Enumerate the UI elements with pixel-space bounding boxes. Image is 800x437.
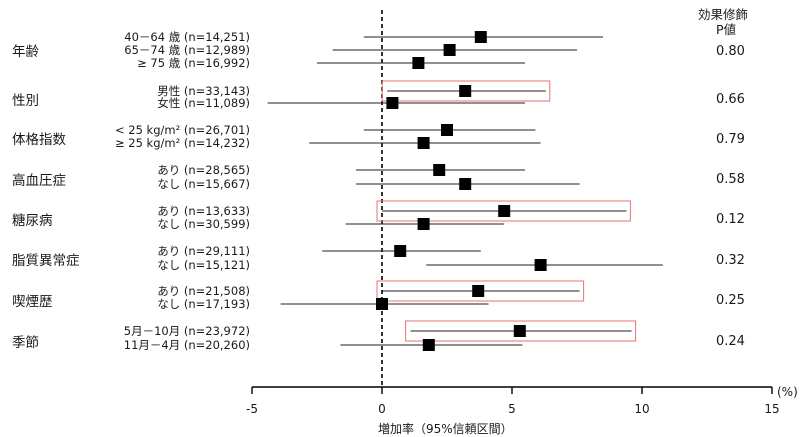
- highlight-box: [376, 200, 631, 222]
- point-estimate-marker: [417, 218, 430, 230]
- point-estimate-marker: [394, 245, 407, 257]
- p-value: 0.32: [716, 253, 745, 268]
- subgroup-label: なし (n=15,121): [157, 258, 250, 272]
- point-estimate-marker: [498, 205, 511, 217]
- p-value: 0.66: [716, 92, 745, 107]
- subgroup-label: < 25 kg/m² (n=26,701): [114, 123, 250, 137]
- point-estimate-marker: [386, 97, 399, 109]
- point-estimate-marker: [513, 325, 526, 337]
- subgroup-label: 5月－10月 (n=23,972): [123, 324, 250, 338]
- point-estimate-marker: [459, 85, 472, 97]
- point-estimate-marker: [412, 57, 425, 69]
- p-value: 0.58: [716, 172, 745, 187]
- group-label: 年齢: [12, 44, 39, 60]
- point-estimate-marker: [441, 124, 453, 136]
- x-tick-label: -5: [246, 402, 258, 416]
- point-estimate-marker: [459, 178, 472, 190]
- highlight-box: [405, 320, 637, 342]
- x-tick-label: 10: [634, 402, 650, 416]
- x-axis-label: 増加率（95%信頼区間）: [378, 422, 513, 436]
- subgroup-label: あり (n=13,633): [157, 204, 250, 218]
- group-label: 性別: [12, 93, 39, 109]
- subgroup-label: あり (n=21,508): [157, 284, 250, 298]
- group-label: 体格指数: [12, 132, 66, 148]
- subgroup-label: 40－64 歳 (n=14,251): [124, 30, 250, 44]
- x-axis-unit: (%): [777, 385, 798, 399]
- subgroup-label: あり (n=28,565): [157, 163, 250, 177]
- p-value: 0.79: [716, 132, 745, 147]
- subgroup-label: 65－74 歳 (n=12,989): [124, 43, 250, 57]
- subgroup-label: なし (n=15,667): [157, 177, 250, 191]
- x-tick-label: 15: [764, 402, 780, 416]
- point-estimate-marker: [417, 137, 430, 149]
- p-value: 0.25: [716, 293, 745, 308]
- point-estimate-marker: [376, 298, 388, 310]
- p-value: 0.12: [716, 212, 745, 227]
- highlight-box: [381, 80, 551, 102]
- point-estimate-marker: [433, 164, 446, 176]
- subgroup-label: なし (n=30,599): [157, 217, 250, 231]
- effect-modification-header: 効果修飾: [698, 7, 749, 22]
- p-value-header: P値: [716, 22, 737, 37]
- point-estimate-marker: [472, 285, 485, 297]
- group-label: 喫煙歴: [12, 294, 53, 310]
- subgroup-label: 女性 (n=11,089): [157, 96, 250, 110]
- subgroup-label: ≥ 25 kg/m² (n=14,232): [114, 136, 250, 150]
- group-label: 高血圧症: [12, 173, 66, 189]
- point-estimate-marker: [534, 259, 547, 271]
- point-estimate-marker: [474, 31, 487, 43]
- subgroup-label: 男性 (n=33,143): [157, 84, 250, 98]
- point-estimate-marker: [422, 339, 435, 351]
- group-label: 季節: [12, 335, 39, 351]
- group-label: 脂質異常症: [12, 253, 80, 269]
- highlight-box: [376, 280, 585, 302]
- subgroup-label: あり (n=29,111): [157, 244, 250, 258]
- group-label: 糖尿病: [12, 213, 53, 229]
- x-tick-label: 5: [508, 402, 516, 416]
- p-value: 0.24: [716, 334, 745, 349]
- subgroup-label: 11月－4月 (n=20,260): [123, 338, 250, 352]
- p-value: 0.80: [716, 44, 745, 59]
- subgroup-label: ≥ 75 歳 (n=16,992): [137, 56, 250, 70]
- point-estimate-marker: [443, 44, 456, 56]
- subgroup-label: なし (n=17,193): [157, 297, 250, 311]
- x-tick-label: 0: [378, 402, 386, 416]
